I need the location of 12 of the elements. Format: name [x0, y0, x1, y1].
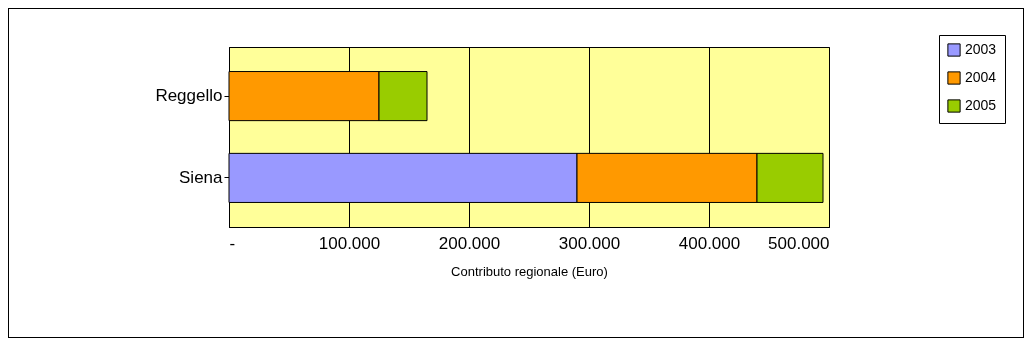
- x-tick-label: 100.000: [318, 233, 381, 253]
- x-tick-label: 300.000: [558, 233, 621, 253]
- y-tick-label: Siena: [179, 167, 224, 187]
- legend-label: 2004: [965, 69, 997, 85]
- x-tick-label: 400.000: [678, 233, 741, 253]
- x-tick-label: 200.000: [438, 233, 501, 253]
- x-tick-label: -: [229, 233, 236, 253]
- x-axis-title: Contributo regionale (Euro): [451, 263, 608, 279]
- legend-label: 2005: [965, 97, 997, 113]
- y-tick-label: Reggello: [155, 86, 223, 106]
- x-tick-label: 500.000: [768, 233, 830, 253]
- legend-label: 2003: [965, 41, 997, 57]
